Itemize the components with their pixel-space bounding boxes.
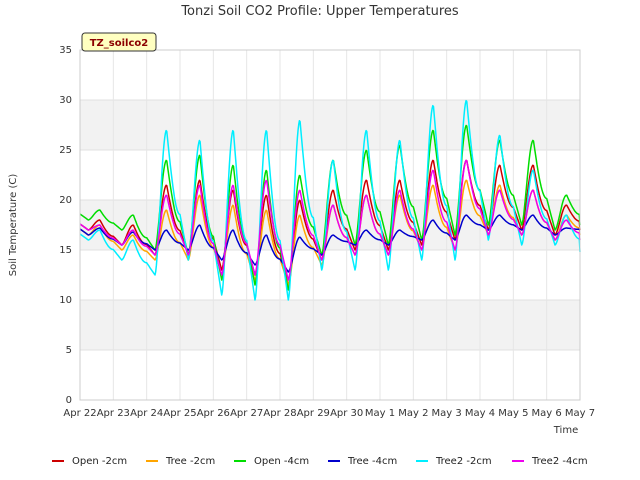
y-tick-label: 35	[59, 45, 72, 56]
legend-label: Tree -4cm	[347, 456, 397, 467]
site-label: TZ_soilco2	[90, 38, 149, 49]
x-tick-label: Apr 30	[330, 408, 363, 419]
x-tick-label: May 1	[365, 408, 395, 419]
y-axis-label: Soil Temperature (C)	[8, 174, 19, 277]
legend: Open -2cm Tree -2cm Open -4cm Tree -4cm Tree…	[52, 456, 588, 467]
band	[80, 100, 580, 150]
legend-label: Open -2cm	[72, 456, 127, 467]
legend-label: Open -4cm	[254, 456, 309, 467]
y-tick-label: 5	[66, 345, 72, 356]
x-tick-label: Apr 24	[130, 408, 163, 419]
x-tick-label: Apr 27	[230, 408, 263, 419]
x-tick-labels: Apr 22 Apr 23 Apr 24 Apr 25 Apr 26 Apr 27 Apr …	[63, 408, 595, 419]
x-tick-label: May 4	[465, 408, 495, 419]
y-tick-label: 30	[59, 95, 72, 106]
series-line-0	[79, 159, 581, 286]
plot-background	[80, 50, 580, 400]
x-tick-label: Apr 28	[263, 408, 296, 419]
band	[80, 300, 580, 350]
x-tick-label: Apr 29	[297, 408, 330, 419]
y-tick-label: 10	[59, 295, 72, 306]
y-tick-label: 15	[59, 245, 72, 256]
series-layer	[79, 99, 581, 301]
y-tick-label: 0	[66, 395, 72, 406]
x-tick-label: May 7	[565, 408, 595, 419]
legend-label: Tree2 -4cm	[531, 456, 588, 467]
x-tick-label: Apr 25	[163, 408, 196, 419]
series-line-5	[79, 159, 581, 281]
y-tick-label: 25	[59, 145, 72, 156]
x-tick-label: May 2	[398, 408, 428, 419]
y-tick-label: 20	[59, 195, 72, 206]
x-tick-label: Apr 23	[97, 408, 130, 419]
x-tick-label: Apr 22	[63, 408, 96, 419]
x-axis-label: Time	[553, 425, 578, 436]
legend-label: Tree -2cm	[165, 456, 215, 467]
x-tick-label: Apr 26	[197, 408, 230, 419]
x-tick-label: May 3	[432, 408, 462, 419]
series-line-3	[79, 214, 581, 273]
series-line-4	[79, 99, 581, 301]
x-tick-label: May 6	[532, 408, 562, 419]
axes	[79, 49, 581, 401]
y-tick-labels: 0 5 10 15 20 25 30 35	[59, 45, 72, 406]
plot-frame	[79, 49, 581, 401]
chart-title: Tonzi Soil CO2 Profile: Upper Temperatur…	[180, 4, 459, 19]
site-label-box: TZ_soilco2	[81, 32, 157, 52]
legend-label: Tree2 -2cm	[435, 456, 492, 467]
x-tick-label: May 5	[498, 408, 528, 419]
